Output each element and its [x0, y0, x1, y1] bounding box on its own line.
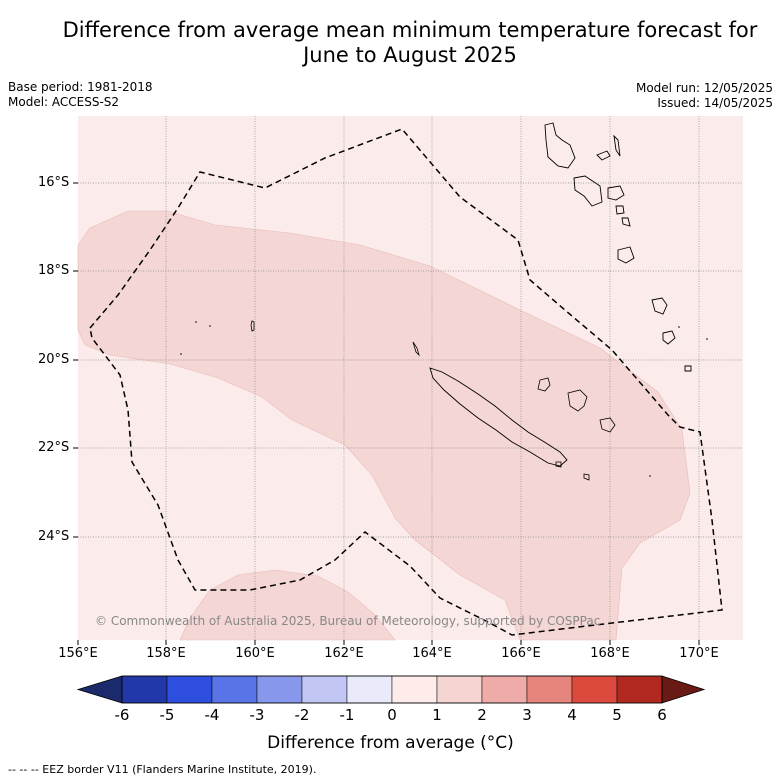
colorbar-cell	[571, 675, 618, 704]
colorbar-cell	[166, 675, 213, 704]
mare-island	[599, 417, 616, 433]
lon-label-162e: 162°E	[324, 646, 364, 661]
lon-label-158e: 158°E	[146, 646, 186, 661]
belep-islands	[412, 341, 420, 357]
cb-tick: 4	[567, 706, 577, 724]
colorbar-extend-low	[76, 675, 123, 704]
gridlines	[78, 116, 743, 640]
cb-tick: -3	[249, 706, 265, 724]
cb-tick: 5	[612, 706, 622, 724]
lon-label-160e: 160°E	[235, 646, 275, 661]
base-period-text: Base period: 1981-2018	[8, 80, 153, 94]
map-title: Difference from average mean minimum tem…	[40, 18, 780, 68]
lon-label-168e: 168°E	[590, 646, 630, 661]
lat-label-24s: 24°S	[38, 529, 70, 544]
cb-tick: 1	[432, 706, 442, 724]
colorbar-cell	[391, 675, 438, 704]
cb-tick: -5	[159, 706, 175, 724]
lat-label-22s: 22°S	[38, 440, 70, 455]
colorbar-cell	[256, 675, 303, 704]
colorbar-cell	[616, 675, 663, 704]
colorbar-cell	[121, 675, 168, 704]
vanuatu-islands	[544, 122, 692, 372]
issued-text: Issued: 14/05/2025	[657, 96, 773, 110]
lat-label-20s: 20°S	[38, 352, 70, 367]
chesterfield-islands	[250, 320, 255, 332]
colorbar-cell	[436, 675, 483, 704]
lon-label-166e: 166°E	[501, 646, 541, 661]
colorbar-outline	[121, 675, 663, 704]
colorbar-extend-high	[661, 675, 706, 704]
lon-label-156e: 156°E	[58, 646, 98, 661]
anomaly-region-south	[179, 569, 396, 641]
cb-tick: 2	[477, 706, 487, 724]
walpole-island	[583, 473, 590, 481]
lon-label-170e: 170°E	[679, 646, 719, 661]
cb-tick: -6	[114, 706, 130, 724]
new-caledonia-island	[429, 367, 568, 467]
colorbar-cell	[526, 675, 573, 704]
eez-footnote: -- -- -- EEZ border V11 (Flanders Marine…	[8, 763, 317, 776]
isle-of-pines	[555, 461, 562, 468]
colorbar-title: Difference from average (°C)	[267, 733, 514, 753]
title-line-2: June to August 2025	[303, 43, 517, 67]
axis-ticks	[73, 182, 700, 645]
cb-tick: 6	[657, 706, 667, 724]
title-line-1: Difference from average mean minimum tem…	[62, 18, 758, 42]
cb-tick: 3	[522, 706, 532, 724]
colorbar-cell	[211, 675, 258, 704]
ouvea-island	[537, 377, 551, 392]
small-islets	[180, 321, 708, 477]
model-text: Model: ACCESS-S2	[8, 95, 120, 109]
cb-tick: -4	[204, 706, 220, 724]
eez-border	[89, 128, 723, 636]
cb-tick: -2	[294, 706, 310, 724]
colorbar-cell	[481, 675, 528, 704]
model-run-text: Model run: 12/05/2025	[635, 81, 773, 95]
meta-right: Model run: 12/05/2025 Issued: 14/05/2025	[636, 81, 773, 111]
cb-tick: -1	[339, 706, 355, 724]
lat-label-18s: 18°S	[38, 263, 70, 278]
copyright-text: © Commonwealth of Australia 2025, Bureau…	[95, 614, 601, 628]
cb-tick: 0	[387, 706, 397, 724]
lat-label-16s: 16°S	[38, 175, 70, 190]
meta-left: Base period: 1981-2018 Model: ACCESS-S2	[8, 80, 153, 110]
colorbar-cell	[346, 675, 393, 704]
anomaly-region-main	[77, 210, 691, 641]
lon-label-164e: 164°E	[412, 646, 452, 661]
colorbar-cells	[76, 675, 706, 704]
lifou-island	[567, 389, 588, 412]
colorbar-cell	[301, 675, 348, 704]
